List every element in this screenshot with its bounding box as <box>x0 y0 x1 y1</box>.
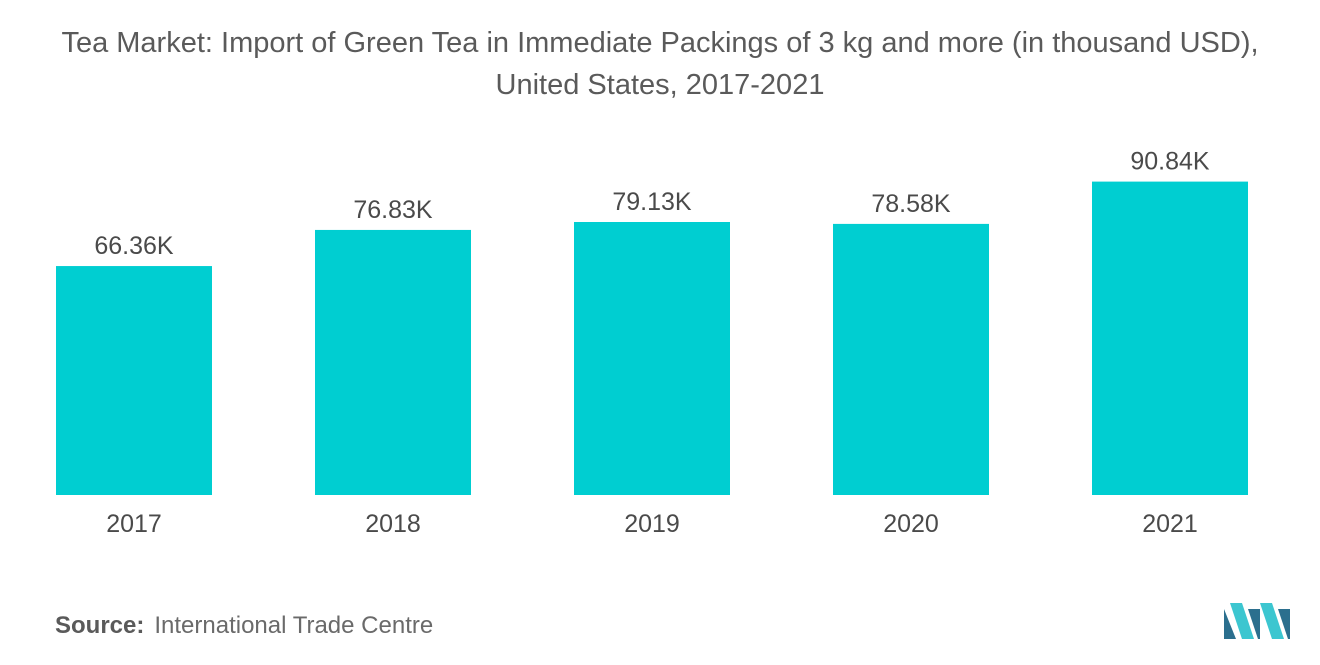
x-tick-label-2018: 2018 <box>365 510 421 538</box>
data-label-2021: 90.84K <box>1130 148 1210 176</box>
source-text: International Trade Centre <box>154 612 434 639</box>
data-label-2019: 79.13K <box>612 188 692 216</box>
data-label-2017: 66.36K <box>94 232 174 260</box>
x-tick-label-2019: 2019 <box>624 510 680 538</box>
mordor-intelligence-logo-icon <box>1224 603 1290 639</box>
data-label-2020: 78.58K <box>871 190 951 218</box>
x-tick-label-2017: 2017 <box>106 510 162 538</box>
chart-title: Tea Market: Import of Green Tea in Immed… <box>0 22 1320 106</box>
bar-2019 <box>574 222 730 495</box>
chart-title-line-2: United States, 2017-2021 <box>495 69 825 101</box>
source-label: Source: <box>55 612 145 639</box>
x-tick-label-2020: 2020 <box>883 510 939 538</box>
x-tick-label-2021: 2021 <box>1142 510 1198 538</box>
bar-2017 <box>56 266 212 495</box>
bar-2020 <box>833 223 989 496</box>
source-note: Source: International Trade Centre <box>55 612 433 640</box>
data-label-2018: 76.83K <box>353 196 433 224</box>
bar-2021 <box>1092 181 1248 496</box>
chart-title-line-1: Tea Market: Import of Green Tea in Immed… <box>61 27 1259 59</box>
bar-2018 <box>315 229 471 495</box>
